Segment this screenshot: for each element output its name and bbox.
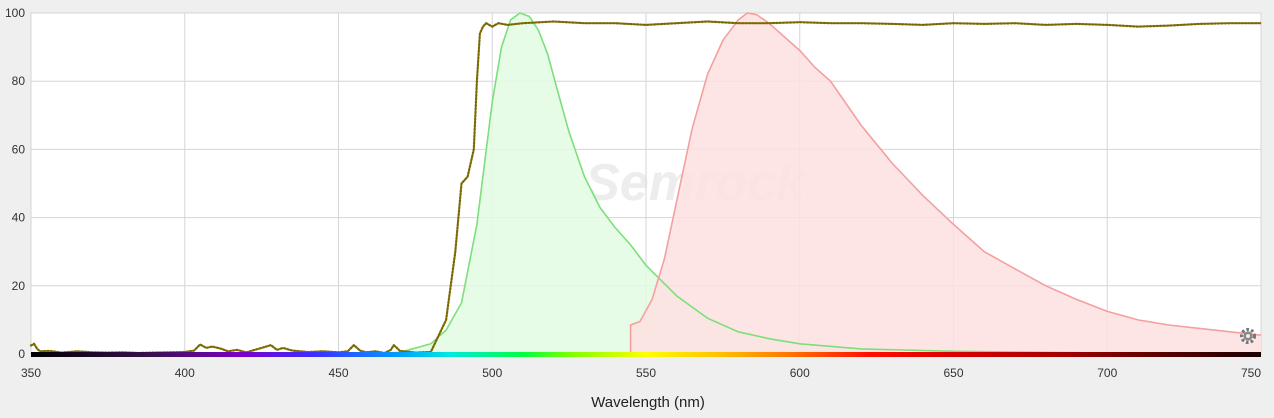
x-tick-label: 750 xyxy=(1241,366,1261,380)
series-areas xyxy=(369,13,1261,354)
y-tick-label: 40 xyxy=(12,211,26,225)
gear-icon[interactable] xyxy=(1239,327,1257,345)
spectrum-bar xyxy=(31,352,1261,357)
x-tick-label: 450 xyxy=(328,366,348,380)
series-line-1 xyxy=(629,12,1262,354)
y-tick-label: 100 xyxy=(5,6,25,20)
x-tick-label: 700 xyxy=(1097,366,1117,380)
y-tick-label: 0 xyxy=(18,347,25,361)
x-tick-label: 500 xyxy=(482,366,502,380)
series-area-1 xyxy=(630,13,1261,354)
x-tick-label: 350 xyxy=(21,366,41,380)
y-axis-ticks: 0 20 40 60 80 100 xyxy=(5,6,25,361)
x-tick-label: 650 xyxy=(943,366,963,380)
x-axis-ticks: 350 400 450 500 550 600 650 700 750 xyxy=(21,366,1261,380)
x-tick-label: 550 xyxy=(636,366,656,380)
x-tick-label: 600 xyxy=(790,366,810,380)
y-tick-label: 80 xyxy=(12,74,26,88)
y-tick-label: 60 xyxy=(12,142,26,156)
x-axis-label: Wavelength (nm) xyxy=(591,394,705,411)
series-line-0 xyxy=(369,12,1262,355)
x-tick-label: 400 xyxy=(175,366,195,380)
y-tick-label: 20 xyxy=(12,279,26,293)
series-area-0 xyxy=(369,13,1261,354)
